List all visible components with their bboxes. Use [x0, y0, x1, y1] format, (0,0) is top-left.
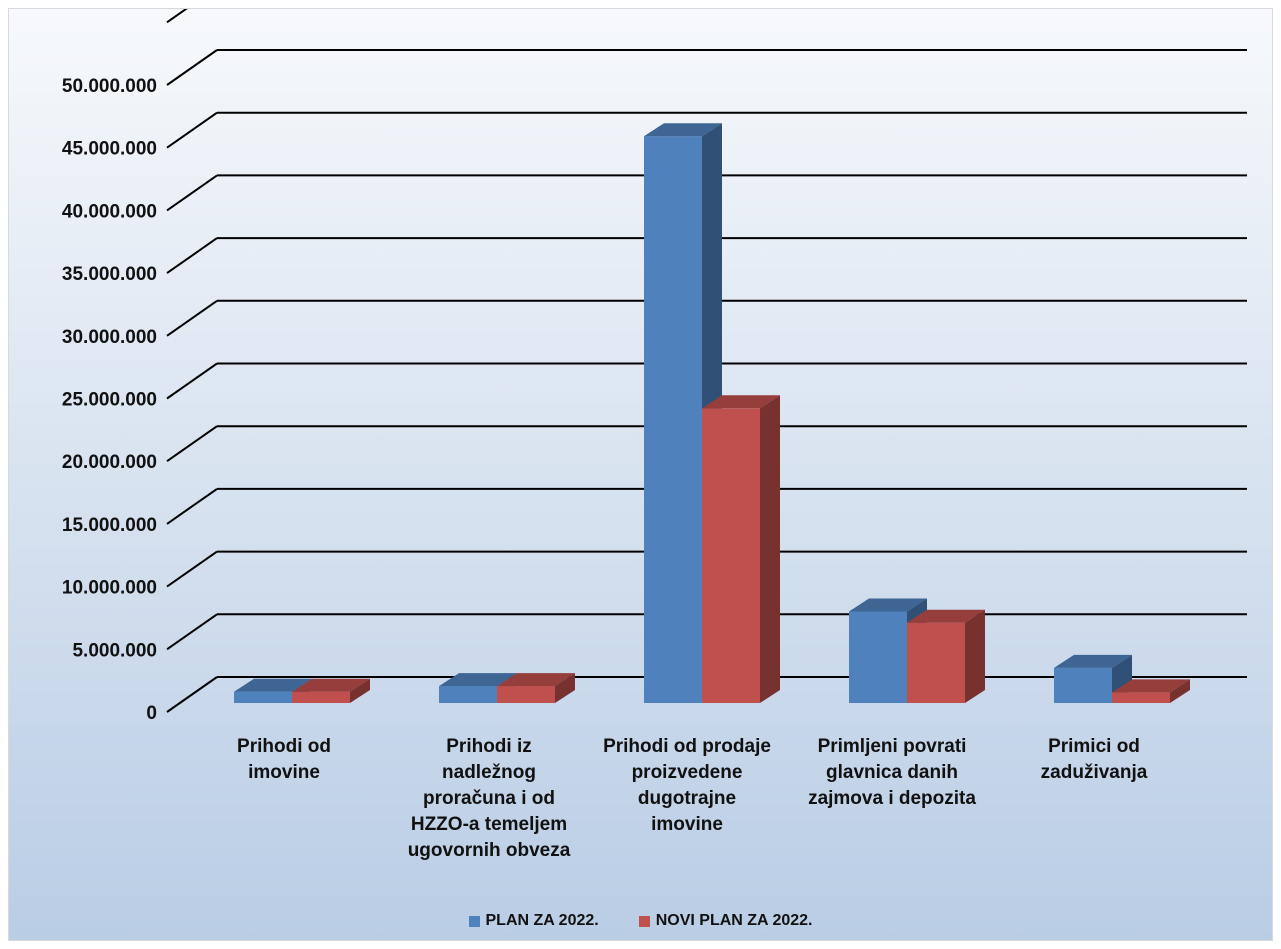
bar-top — [644, 123, 722, 137]
chart-frame: 0 5.000.000 10.000.000 15.000.000 20.000.000… — [8, 8, 1273, 941]
gridline-depth — [166, 299, 218, 337]
y-tick-label: 45.000.000 — [62, 139, 157, 160]
gridline-depth — [166, 49, 218, 86]
bar-top — [907, 609, 985, 623]
bar-novi-plan-2 — [702, 395, 780, 703]
category-label-line: proizvedene — [631, 762, 743, 783]
bar-novi-plan-3 — [907, 609, 985, 703]
gridline-depth — [166, 613, 218, 651]
bar-front — [1112, 692, 1170, 703]
legend-item-plan: PLAN ZA 2022. — [468, 912, 599, 930]
category-label-line: Primljeni povrati — [817, 736, 967, 757]
category-label-line: glavnica danih — [826, 762, 958, 783]
y-tick-label: 0 — [146, 703, 157, 724]
category-label-line: imovine — [248, 762, 320, 783]
bar-top — [849, 598, 927, 612]
bar-side — [965, 609, 985, 703]
gridline-depth — [166, 362, 218, 400]
bar-front — [292, 691, 350, 703]
legend: PLAN ZA 2022. NOVI PLAN ZA 2022. — [0, 908, 1281, 934]
y-tick-label: 35.000.000 — [62, 264, 157, 285]
legend-label-plan: PLAN ZA 2022. — [485, 912, 599, 929]
y-axis-ticks: 0 5.000.000 10.000.000 15.000.000 20.000.000… — [62, 76, 157, 724]
bars-layer — [234, 123, 1190, 703]
bar-side — [555, 673, 575, 703]
category-label-line: imovine — [651, 814, 723, 835]
category-label-line: Prihodi iz — [446, 736, 532, 757]
bar-top — [1112, 679, 1190, 693]
gridline-depth — [166, 174, 218, 212]
bar-front — [497, 686, 555, 703]
bar-side — [760, 395, 780, 703]
y-tick-label: 5.000.000 — [72, 640, 157, 661]
bar-plan-4 — [1054, 654, 1132, 703]
legend-swatch-plan — [468, 915, 480, 927]
legend-item-novi-plan: NOVI PLAN ZA 2022. — [638, 912, 813, 930]
category-label-line: Prihodi od prodaje — [603, 736, 771, 757]
gridline-depth — [166, 425, 218, 463]
legend-label-novi-plan: NOVI PLAN ZA 2022. — [655, 912, 813, 929]
category-label-line: HZZO-a temeljem — [410, 814, 568, 835]
gridline-top-depth — [166, 9, 188, 24]
category-label-line: Primici od — [1048, 736, 1140, 757]
category-label: Primici od zaduživanja — [999, 734, 1189, 786]
gridline-depth — [166, 550, 218, 588]
gridline-depth — [166, 488, 218, 525]
bar-novi-plan-0 — [292, 678, 370, 703]
category-label: Prihodi od imovine — [189, 734, 379, 786]
bar-side — [350, 678, 370, 703]
category-label-line: nadležnog — [442, 762, 536, 783]
bar-chart: 0 5.000.000 10.000.000 15.000.000 20.000.000… — [62, 9, 1247, 724]
bar-novi-plan-4 — [1112, 679, 1190, 703]
bar-top — [497, 673, 575, 687]
y-tick-label: 20.000.000 — [62, 452, 157, 473]
legend-swatch-novi-plan — [638, 915, 650, 927]
y-tick-label: 10.000.000 — [62, 578, 157, 599]
y-tick-label: 25.000.000 — [62, 390, 157, 411]
bar-front — [234, 691, 292, 703]
gridline-depth — [166, 676, 218, 713]
bar-front — [907, 622, 965, 703]
y-tick-label: 30.000.000 — [62, 327, 157, 348]
y-tick-label: 15.000.000 — [62, 515, 157, 536]
category-label-line: zajmova i depozita — [808, 788, 976, 809]
category-label-line: proračuna i od — [423, 788, 555, 809]
bar-front — [644, 136, 702, 703]
y-tick-label: 50.000.000 — [62, 76, 157, 97]
gridline-depth — [166, 237, 218, 274]
y-tick-label: 40.000.000 — [62, 201, 157, 222]
bar-top — [439, 673, 517, 687]
category-label-line: ugovornih obveza — [407, 840, 571, 861]
bar-side — [1170, 679, 1190, 703]
category-label: Prihodi iz nadležnog proračuna i od HZZO-a … — [394, 734, 584, 864]
category-label: Prihodi od prodaje proizvedene dugotrajne i… — [592, 734, 782, 838]
bar-novi-plan-1 — [497, 673, 575, 703]
gridline-depth — [166, 111, 218, 149]
bar-front — [439, 686, 497, 703]
bar-top — [702, 395, 780, 409]
bar-front — [702, 408, 760, 703]
bar-top — [234, 678, 312, 692]
category-label-line: dugotrajne — [637, 788, 737, 809]
bar-front — [1054, 667, 1112, 703]
category-label-line: Prihodi od — [237, 736, 331, 757]
category-label: Primljeni povrati glavnica danih zajmova i… — [797, 734, 987, 812]
category-label-line: zaduživanja — [1040, 762, 1148, 783]
bar-top — [1054, 654, 1132, 668]
bar-top — [292, 678, 370, 692]
bar-front — [849, 611, 907, 703]
